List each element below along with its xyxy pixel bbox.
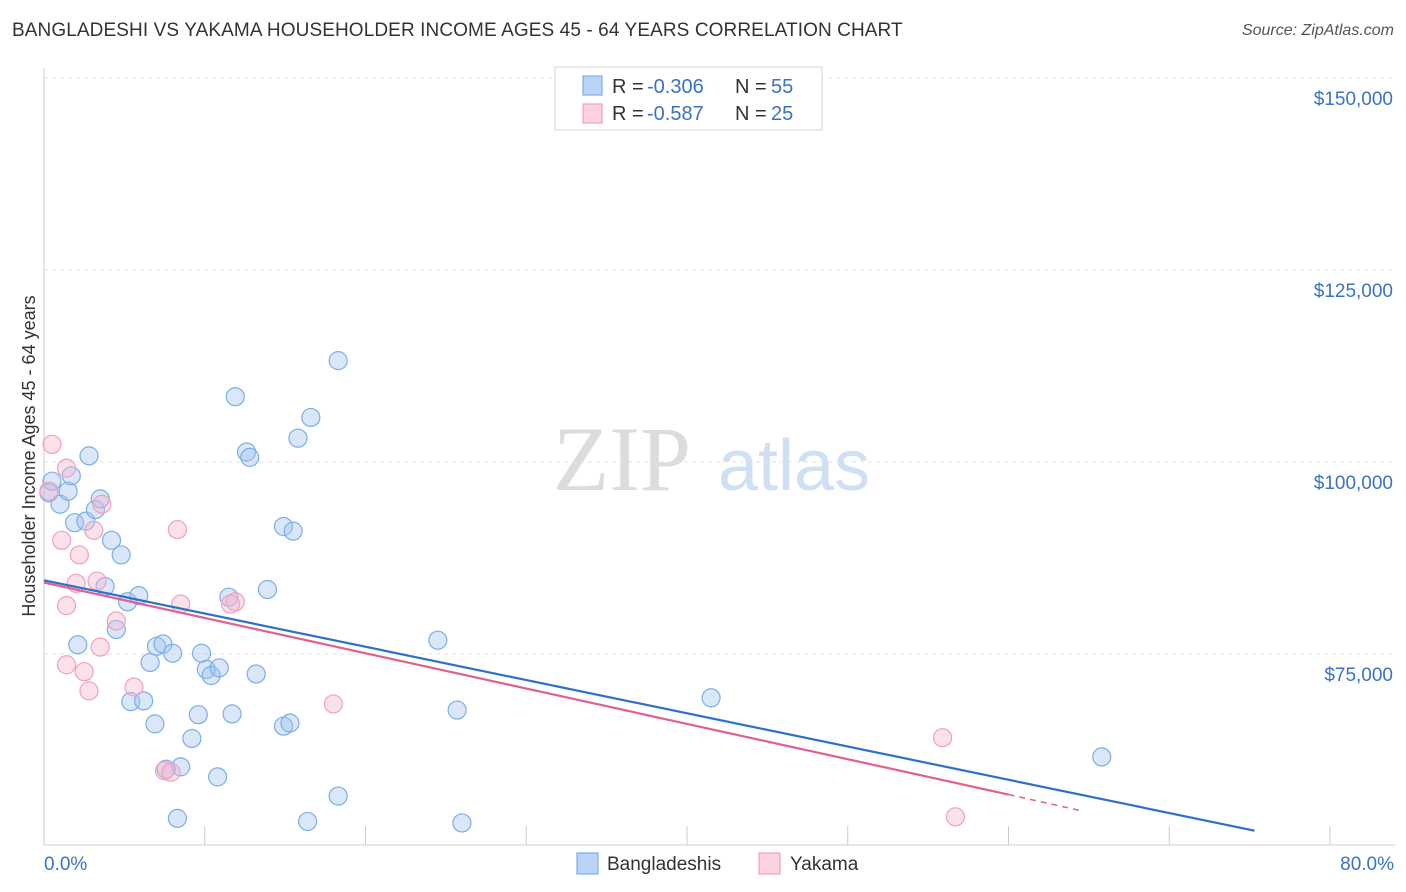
legend-n-value-yakama: 25	[771, 103, 793, 125]
trend-line-yakama	[43, 581, 1009, 796]
legend-r-label-yakama: R =	[612, 103, 644, 125]
bottom-legend-label-yakama: Yakama	[790, 854, 859, 875]
x-tick-label-max: 80.0%	[1340, 854, 1394, 875]
legend-n-label-bangladeshis: N =	[735, 76, 767, 98]
point-yakama-22	[323, 694, 343, 714]
point-yakama-20	[154, 761, 175, 781]
point-yakama-4	[69, 545, 89, 565]
point-yakama-2	[52, 530, 72, 550]
point-yakama-15	[124, 677, 144, 697]
series-yakama-points	[39, 434, 966, 827]
point-bangladeshis-16	[68, 635, 88, 655]
watermark-atlas: atlas	[718, 426, 870, 506]
point-yakama-23	[932, 728, 953, 748]
legend-n-value-bangladeshis: 55	[771, 76, 793, 98]
point-bangladeshis-43	[240, 447, 260, 467]
point-bangladeshis-41	[225, 387, 245, 407]
point-bangladeshis-52	[452, 813, 472, 833]
x-tick-marks	[204, 826, 1331, 845]
bottom-legend-swatch-yakama	[758, 852, 781, 875]
y-tick-labels: $150,000 $125,000 $100,000 $75,000	[1314, 89, 1393, 686]
point-yakama-9	[56, 596, 77, 616]
point-yakama-12	[74, 662, 94, 682]
bottom-legend-label-bangladeshis: Bangladeshis	[607, 854, 721, 875]
point-yakama-6	[92, 494, 112, 514]
point-bangladeshis-24	[209, 658, 229, 678]
legend-n-label-yakama: N =	[735, 103, 767, 125]
legend-top: R = -0.306 N = 55 R = -0.587 N = 25	[554, 66, 823, 131]
point-bangladeshis-40	[283, 521, 303, 541]
gridlines	[44, 77, 1395, 655]
point-bangladeshis-10	[101, 530, 122, 550]
point-yakama-13	[79, 681, 99, 701]
point-bangladeshis-33	[171, 757, 191, 777]
point-bangladeshis-46	[328, 351, 348, 371]
point-bangladeshis-38	[280, 713, 300, 733]
point-bangladeshis-17	[140, 652, 160, 673]
legend-r-label-bangladeshis: R =	[612, 76, 644, 98]
point-bangladeshis-48	[447, 700, 467, 720]
y-axis-label: Householder Income Ages 45 - 64 years	[19, 295, 39, 616]
point-bangladeshis-44	[288, 428, 308, 448]
point-bangladeshis-36	[208, 767, 228, 787]
point-yakama-10	[106, 611, 126, 631]
point-bangladeshis-50	[298, 811, 318, 832]
chart-source: Source: ZipAtlas.com	[1241, 22, 1394, 39]
trend-line-yakama-extension	[1008, 793, 1082, 812]
point-yakama-1	[39, 481, 59, 501]
point-yakama-14	[90, 637, 110, 657]
point-yakama-0	[42, 434, 62, 454]
point-bangladeshis-51	[328, 786, 348, 806]
point-bangladeshis-53	[701, 688, 721, 708]
y-tick-label-75000: $75,000	[1324, 665, 1393, 686]
point-yakama-3	[56, 458, 77, 478]
x-tick-label-min: 0.0%	[44, 854, 87, 875]
legend-r-value-bangladeshis: -0.306	[647, 76, 704, 98]
point-bangladeshis-42	[236, 442, 257, 462]
bottom-legend-swatch-bangladeshis	[576, 852, 599, 875]
series-bangladeshis-points	[39, 351, 1112, 833]
point-bangladeshis-11	[111, 545, 131, 565]
point-bangladeshis-47	[428, 630, 448, 650]
point-bangladeshis-49	[167, 808, 188, 828]
legend-swatch-yakama	[582, 103, 603, 124]
legend-swatch-bangladeshis	[582, 75, 603, 96]
point-bangladeshis-23	[201, 665, 221, 686]
legend-bottom: Bangladeshis Yakama	[576, 852, 859, 875]
point-yakama-5	[84, 520, 104, 540]
point-bangladeshis-8	[85, 500, 106, 520]
point-bangladeshis-34	[182, 728, 202, 749]
y-tick-label-125000: $125,000	[1314, 281, 1393, 302]
point-bangladeshis-20	[163, 643, 183, 663]
point-bangladeshis-45	[301, 407, 321, 428]
point-bangladeshis-54	[1092, 747, 1112, 767]
point-bangladeshis-27	[257, 579, 278, 600]
point-yakama-18	[167, 519, 188, 540]
point-yakama-11	[56, 655, 77, 675]
point-bangladeshis-29	[134, 691, 154, 711]
point-yakama-21	[161, 762, 181, 782]
y-tick-label-150000: $150,000	[1314, 89, 1393, 110]
point-bangladeshis-3	[58, 481, 78, 501]
trend-line-bangladeshis	[43, 579, 1255, 832]
point-bangladeshis-39	[273, 516, 294, 537]
point-yakama-19	[220, 594, 241, 614]
point-bangladeshis-30	[145, 714, 165, 734]
point-bangladeshis-32	[222, 704, 242, 724]
point-bangladeshis-31	[188, 705, 208, 725]
y-tick-label-100000: $100,000	[1314, 473, 1393, 494]
point-bangladeshis-5	[79, 446, 99, 466]
chart-title: BANGLADESHI VS YAKAMA HOUSEHOLDER INCOME…	[12, 20, 903, 41]
point-yakama-8	[87, 571, 107, 591]
point-bangladeshis-26	[246, 664, 266, 684]
point-bangladeshis-21	[191, 643, 212, 663]
watermark-zip: ZIP	[553, 408, 691, 510]
watermark: ZIP atlas	[553, 408, 870, 510]
point-yakama-24	[945, 807, 966, 827]
legend-r-value-yakama: -0.587	[647, 103, 704, 125]
